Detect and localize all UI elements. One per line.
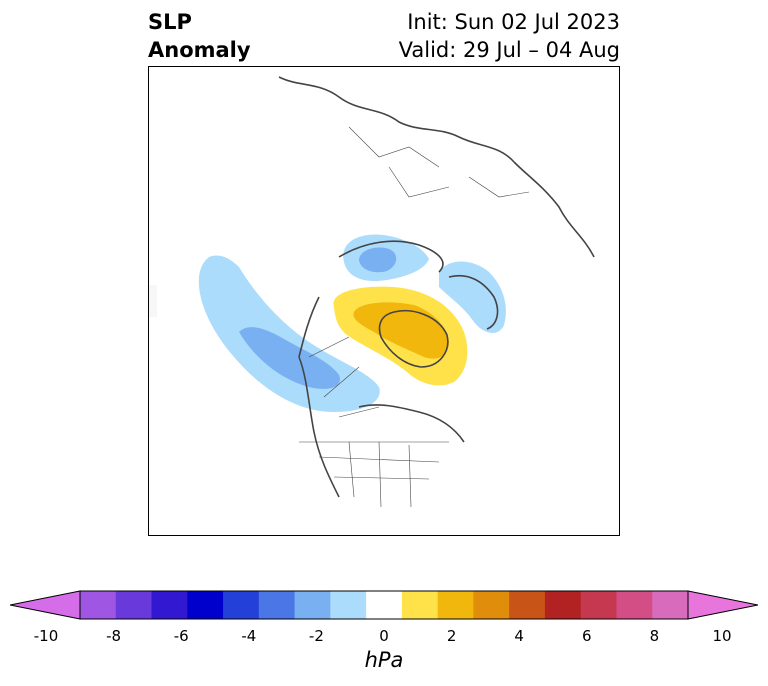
init-date: Init: Sun 02 Jul 2023 [407,10,620,34]
colorbar-tick-label: 8 [649,627,660,645]
colorbar-tick-label: -10 [33,627,59,645]
colorbar-segments [80,591,689,619]
colorbar-segment [544,591,582,619]
map-panel [148,66,620,536]
coast-alaska [298,296,320,358]
title-line-2: Anomaly [148,38,251,62]
coast-europe-asia [278,76,515,163]
colorbar-segment [294,591,331,619]
colorbar-segment [401,591,439,619]
colorbar-segment [223,591,260,619]
anomaly-negative-barents [439,261,506,333]
colorbar-tick-label: 4 [514,627,524,645]
colorbar-outline [79,590,689,620]
colorbar-segment [115,591,153,619]
colorbar-segment [80,591,117,619]
anomaly-negative-pacific-core [239,327,340,389]
colorbar-segment [258,591,296,619]
border-lines-canada [308,336,380,418]
colorbar-segment [187,591,224,619]
colorbar-segment [509,591,546,619]
border-lines-us [299,441,449,508]
colorbar-segment [330,591,367,619]
colorbar-max-extend [687,590,758,620]
coast-arctic-russia [338,240,444,273]
coast-north-america [298,356,465,498]
coast-greenland [378,310,449,368]
chart-title: SLP Anomaly [148,8,251,64]
colorbar-segment [473,591,510,619]
colorbar-tick-label: 10 [712,627,732,645]
colorbar-tick-label: 2 [446,627,457,645]
map-svg [149,76,595,508]
forecast-dates: Init: Sun 02 Jul 2023 Valid: 29 Jul – 04… [399,8,620,64]
anomaly-negative-siberia-core [359,247,397,273]
title-line-1: SLP [148,10,192,34]
coast-east-asia [513,161,595,258]
colorbar-tick-label: 0 [379,627,389,645]
colorbar-segment [652,591,689,619]
colorbar-tick-label: -8 [106,627,122,645]
colorbar-tick-label: 6 [582,627,592,645]
colorbar-min-extend [10,590,81,620]
coastlines [278,76,595,498]
colorbar-segment [580,591,617,619]
colorbar-unit-label: hPa [364,648,404,672]
coast-scandinavia [448,275,499,330]
anomaly-negative-west-edge [149,285,157,317]
colorbar-segment [616,591,653,619]
colorbar [10,590,758,620]
colorbar-segment [437,591,474,619]
colorbar-segment [366,591,403,619]
colorbar-segment [151,591,188,619]
anomaly-positive-greenland-core [353,302,449,359]
colorbar-tick-label: -6 [173,627,189,645]
border-lines-asia [348,126,530,198]
colorbar-tick-label: -2 [308,627,324,645]
borders [299,126,530,508]
colorbar-tick-label: -4 [241,627,257,645]
valid-dates: Valid: 29 Jul – 04 Aug [398,38,620,62]
